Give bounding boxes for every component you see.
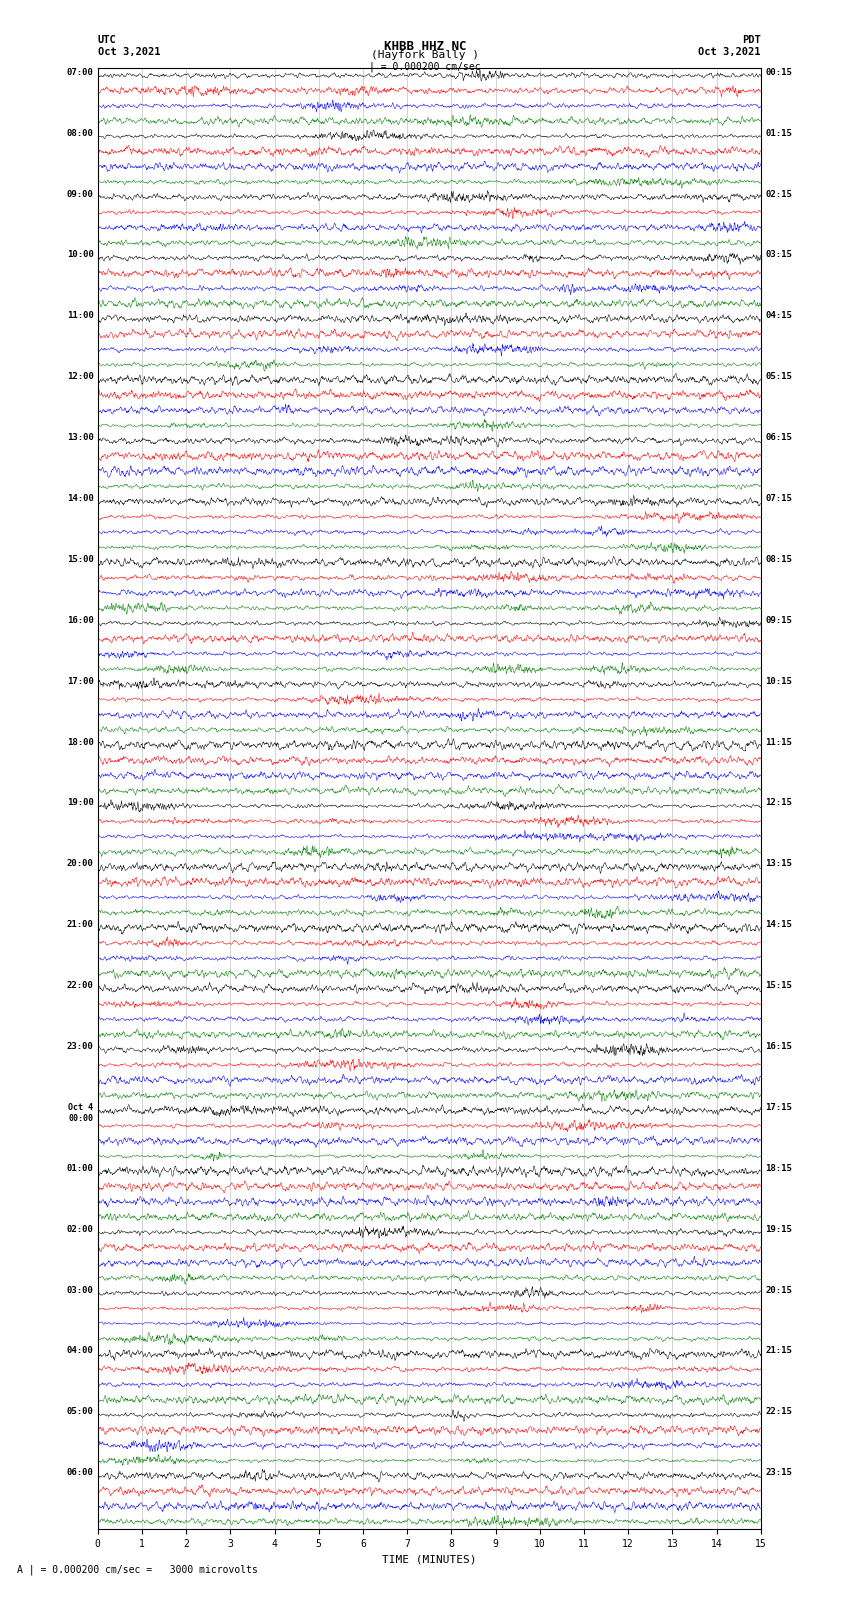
Text: 10:15: 10:15 <box>765 677 792 686</box>
Text: 11:00: 11:00 <box>66 311 94 321</box>
Text: 00:15: 00:15 <box>765 68 792 77</box>
Text: 15:15: 15:15 <box>765 981 792 990</box>
Text: 01:15: 01:15 <box>765 129 792 137</box>
Text: | = 0.000200 cm/sec: | = 0.000200 cm/sec <box>369 61 481 73</box>
Text: 13:15: 13:15 <box>765 860 792 868</box>
Text: 18:15: 18:15 <box>765 1165 792 1173</box>
Text: 09:00: 09:00 <box>66 190 94 198</box>
Text: 17:15: 17:15 <box>765 1103 792 1111</box>
Text: 04:15: 04:15 <box>765 311 792 321</box>
Text: 00:00: 00:00 <box>69 1115 94 1123</box>
Text: 17:00: 17:00 <box>66 677 94 686</box>
Text: 18:00: 18:00 <box>66 737 94 747</box>
Text: 22:15: 22:15 <box>765 1407 792 1416</box>
Text: (Hayfork Bally ): (Hayfork Bally ) <box>371 50 479 60</box>
Text: 06:15: 06:15 <box>765 434 792 442</box>
Text: 13:00: 13:00 <box>66 434 94 442</box>
Text: 09:15: 09:15 <box>765 616 792 624</box>
Text: 05:15: 05:15 <box>765 373 792 381</box>
Text: 19:00: 19:00 <box>66 798 94 808</box>
Text: UTC: UTC <box>98 35 116 45</box>
Text: 02:00: 02:00 <box>66 1224 94 1234</box>
Text: 14:15: 14:15 <box>765 919 792 929</box>
Text: 16:00: 16:00 <box>66 616 94 624</box>
Text: 12:00: 12:00 <box>66 373 94 381</box>
Text: 23:15: 23:15 <box>765 1468 792 1478</box>
Text: 10:00: 10:00 <box>66 250 94 260</box>
Text: 23:00: 23:00 <box>66 1042 94 1052</box>
Text: 14:00: 14:00 <box>66 494 94 503</box>
Text: 11:15: 11:15 <box>765 737 792 747</box>
Text: 07:00: 07:00 <box>66 68 94 77</box>
Text: Oct 3,2021: Oct 3,2021 <box>98 47 161 56</box>
Text: 01:00: 01:00 <box>66 1165 94 1173</box>
Text: 05:00: 05:00 <box>66 1407 94 1416</box>
Text: 08:00: 08:00 <box>66 129 94 137</box>
Text: 12:15: 12:15 <box>765 798 792 808</box>
Text: 04:00: 04:00 <box>66 1347 94 1355</box>
Text: 20:15: 20:15 <box>765 1286 792 1295</box>
Text: 02:15: 02:15 <box>765 190 792 198</box>
Text: Oct 3,2021: Oct 3,2021 <box>698 47 761 56</box>
Text: A | = 0.000200 cm/sec =   3000 microvolts: A | = 0.000200 cm/sec = 3000 microvolts <box>17 1565 258 1576</box>
Text: PDT: PDT <box>742 35 761 45</box>
Text: 19:15: 19:15 <box>765 1224 792 1234</box>
Text: 03:00: 03:00 <box>66 1286 94 1295</box>
Text: 22:00: 22:00 <box>66 981 94 990</box>
Text: 07:15: 07:15 <box>765 494 792 503</box>
Text: 16:15: 16:15 <box>765 1042 792 1052</box>
Text: 06:00: 06:00 <box>66 1468 94 1478</box>
Text: Oct 4: Oct 4 <box>69 1103 94 1111</box>
X-axis label: TIME (MINUTES): TIME (MINUTES) <box>382 1555 477 1565</box>
Text: 21:15: 21:15 <box>765 1347 792 1355</box>
Text: 20:00: 20:00 <box>66 860 94 868</box>
Text: 15:00: 15:00 <box>66 555 94 565</box>
Text: KHBB HHZ NC: KHBB HHZ NC <box>383 40 467 53</box>
Text: 03:15: 03:15 <box>765 250 792 260</box>
Text: 21:00: 21:00 <box>66 919 94 929</box>
Text: 08:15: 08:15 <box>765 555 792 565</box>
